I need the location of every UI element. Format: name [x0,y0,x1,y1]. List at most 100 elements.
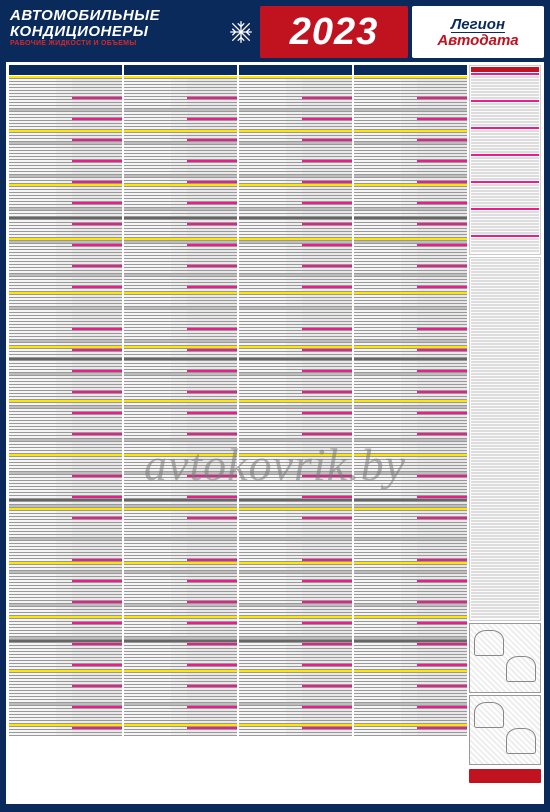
legend-line [471,187,539,189]
legend-line [471,127,539,129]
legend-line [471,520,539,522]
legend-line [471,466,539,468]
legend-line [471,208,539,210]
legend-line [471,430,539,432]
col-head [9,65,122,75]
legend-line [471,118,539,120]
legend-line [471,373,539,375]
legend-line [471,229,539,231]
legend-line [471,235,539,237]
legend-line [471,232,539,234]
legend-line [471,82,539,84]
legend-line [471,214,539,216]
legend-line [471,220,539,222]
legend-line [471,160,539,162]
legend-line [471,409,539,411]
legend-line [471,322,539,324]
legend-line [471,145,539,147]
legend-line [471,604,539,606]
legend-line [471,517,539,519]
legend-line [471,454,539,456]
legend-line [471,259,539,261]
col-head [124,65,237,75]
legend-line [471,550,539,552]
legend-line [471,577,539,579]
legend-line [471,610,539,612]
legend-line [471,112,539,114]
title-line1: АВТОМОБИЛЬНЫЕ [10,8,222,24]
engine-diagram-2 [469,695,541,765]
legend-line [471,334,539,336]
legend-line [471,193,539,195]
legend-line [471,472,539,474]
legend-line [471,433,539,435]
legend-line [471,163,539,165]
legend-line [471,379,539,381]
legend-line [471,571,539,573]
legend-line [471,388,539,390]
legend-line [471,79,539,81]
table-row [124,733,237,736]
legend-line [471,535,539,537]
legend-line [471,226,539,228]
legend-line [471,238,539,240]
legend-line [471,181,539,183]
legend-line [471,298,539,300]
legend-line [471,133,539,135]
legend-line [471,217,539,219]
legend-line [471,391,539,393]
legend-line [471,541,539,543]
legend-line [471,130,539,132]
legend-lines [471,73,539,252]
legend-line [471,463,539,465]
legend-line [471,607,539,609]
legend-line [471,496,539,498]
legend-line [471,319,539,321]
legend-line [471,448,539,450]
legend-line [471,139,539,141]
header-title-block: АВТОМОБИЛЬНЫЕ КОНДИЦИОНЕРЫ РАБОЧИЕ ЖИДКО… [6,6,226,58]
legend-line [471,460,539,462]
legend-line [471,154,539,156]
data-column-3 [239,65,352,801]
legend-line [471,538,539,540]
legend-line [471,262,539,264]
legend-line [471,94,539,96]
legend-line [471,601,539,603]
publisher-logo: Легион Автодата [412,6,544,58]
legend-line [471,76,539,78]
table-row [9,733,122,736]
legend-line [471,481,539,483]
legend-line [471,580,539,582]
col-head [354,65,467,75]
legend-line [471,367,539,369]
legend-line [471,289,539,291]
legend-line [471,559,539,561]
legend-line [471,562,539,564]
legend-line [471,103,539,105]
legend-line [471,586,539,588]
legend-line [471,109,539,111]
legend-line [471,421,539,423]
legend-line [471,301,539,303]
legend-line [471,451,539,453]
legend-line [471,376,539,378]
legend-line [471,151,539,153]
legend-line [471,331,539,333]
legend-line [471,568,539,570]
legend-line [471,157,539,159]
year-box: 2023 [260,6,408,58]
table-row [354,733,467,736]
table-row [239,733,352,736]
legend-line [471,244,539,246]
legend-line [471,100,539,102]
legend-line [471,556,539,558]
legend-line [471,475,539,477]
legend-line [471,97,539,99]
legend-line [471,292,539,294]
legend-line [471,346,539,348]
legend-line [471,427,539,429]
legend-line [471,508,539,510]
legend-line [471,340,539,342]
legend-line [471,199,539,201]
